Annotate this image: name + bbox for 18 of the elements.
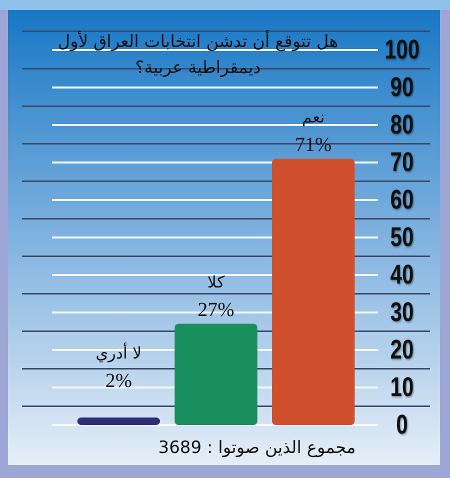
y-tick-label: 50 <box>390 222 414 253</box>
x-tick-label: لا أدري <box>96 342 142 362</box>
y-tick-label: 70 <box>390 147 414 178</box>
text: مجموع الذين صوتوا : 3689 <box>158 438 356 458</box>
data-label: 2% <box>105 370 132 392</box>
y-tick-label: 0 <box>396 410 408 440</box>
y-tick-label: 10 <box>390 372 414 403</box>
text: هل تتوقع أن تدشن انتخابات العراق لأول ديمقراطية عربية؟ <box>58 30 338 78</box>
y-tick-label: 90 <box>390 72 414 103</box>
y-tick-label: 80 <box>390 110 414 140</box>
y-tick-label: 100 <box>384 34 420 66</box>
y-tick-label: 20 <box>390 334 414 366</box>
y-tick-label: 60 <box>390 184 414 216</box>
data-label: 27% <box>198 298 234 321</box>
y-tick-label: 40 <box>390 260 414 290</box>
x-tick-label: نعم <box>302 107 325 126</box>
x-tick-label: كلا <box>207 272 225 292</box>
y-tick-label: 30 <box>390 297 414 328</box>
